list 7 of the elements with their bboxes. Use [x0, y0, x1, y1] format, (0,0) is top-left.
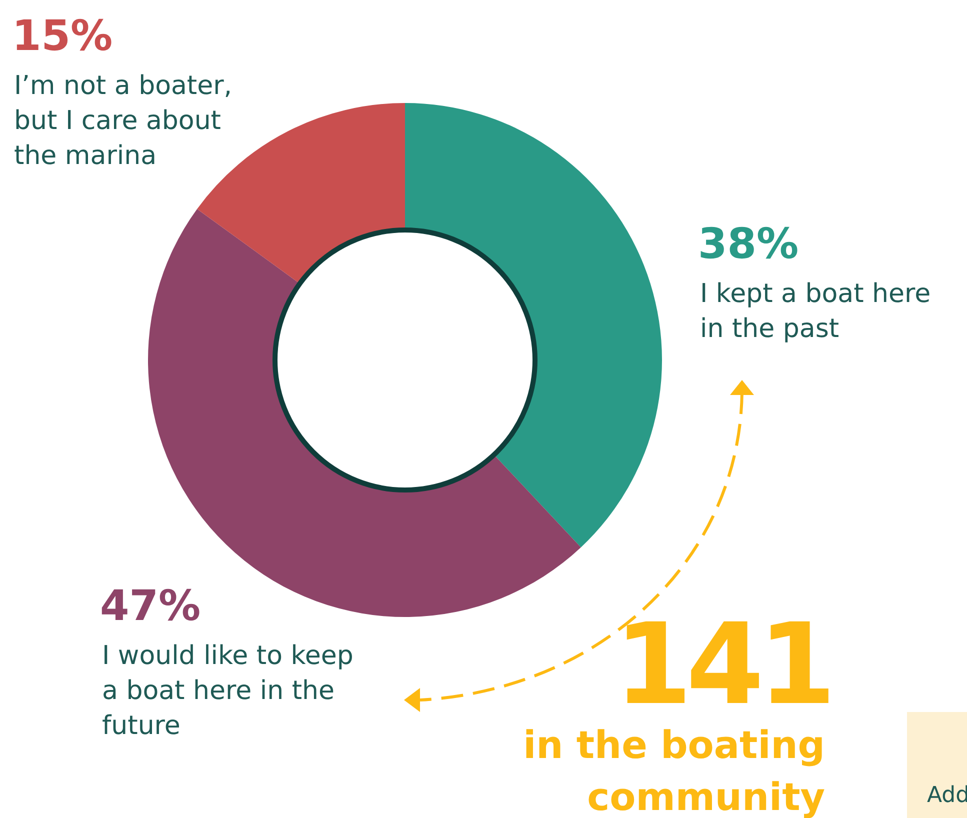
slice-label: I kept a boat here in the past	[700, 279, 931, 344]
data-label: 47%	[100, 581, 201, 630]
donut-slice	[405, 103, 662, 548]
slice-label: I would like to keep a boat here in the future	[102, 641, 354, 741]
data-label: 15%	[12, 11, 113, 60]
data-label: 38%	[698, 219, 799, 268]
slice-label: I’m not a boater, but I care about the marina	[14, 71, 232, 171]
